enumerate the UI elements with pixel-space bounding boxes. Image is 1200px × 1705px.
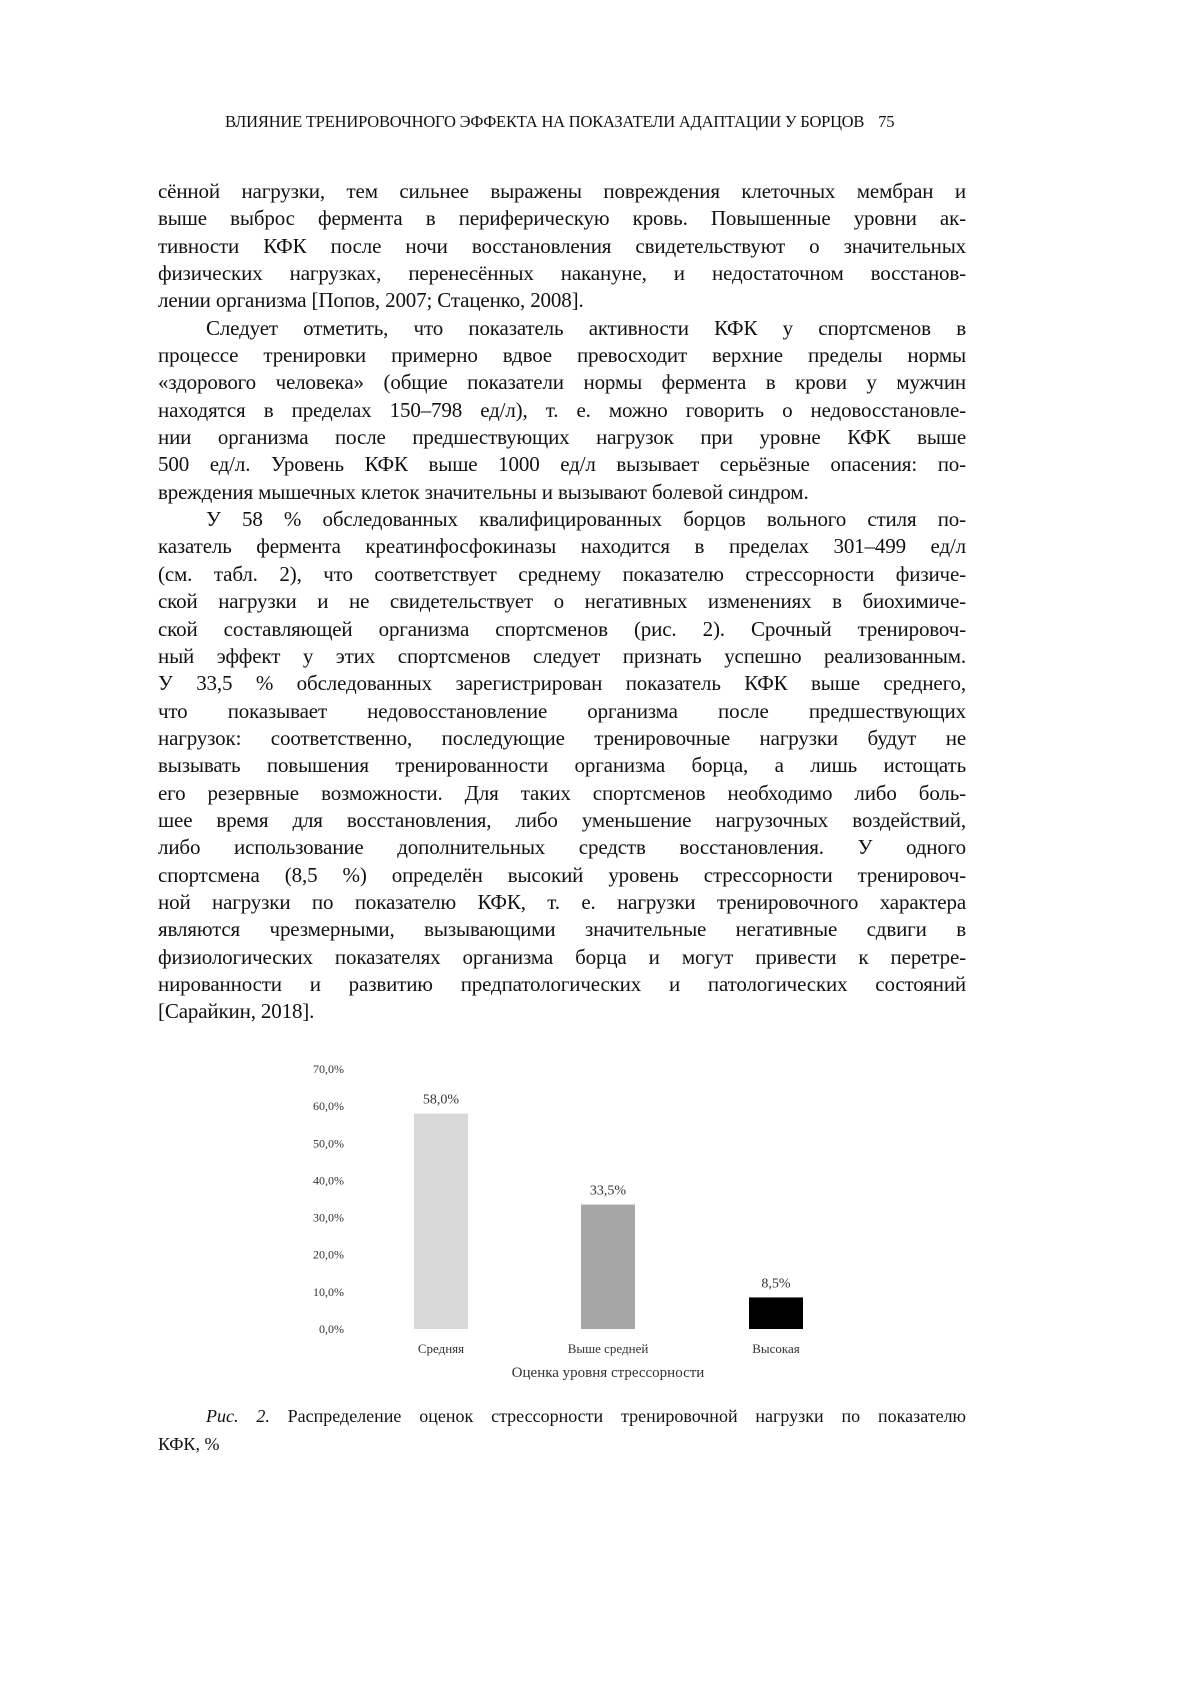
text-line: тивности КФК после ночи восстановления с… — [158, 233, 966, 260]
text-line: (см. табл. 2), что соответствует среднем… — [158, 561, 966, 588]
y-tick-label: 60,0% — [313, 1099, 344, 1113]
x-tick-label: Выше средней — [568, 1341, 649, 1356]
text-line: «здорового человека» (общие показатели н… — [158, 369, 966, 396]
text-line: выше выброс фермента в периферическую кр… — [158, 205, 966, 232]
y-tick-label: 40,0% — [313, 1173, 344, 1187]
y-tick-label: 50,0% — [313, 1136, 344, 1150]
caption-label: Рис. 2. — [206, 1406, 270, 1426]
body-text: сённой нагрузки, тем сильнее выражены по… — [158, 178, 966, 1026]
text-line: ной нагрузки по показателю КФК, т. е. на… — [158, 889, 966, 916]
text-line: лении организма [Попов, 2007; Стаценко, … — [158, 287, 966, 314]
figure-caption: Рис. 2. Распределение оценок стрессорнос… — [158, 1402, 966, 1458]
text-line: процессе тренировки примерно вдвое прево… — [158, 342, 966, 369]
running-title: ВЛИЯНИЕ ТРЕНИРОВОЧНОГО ЭФФЕКТА НА ПОКАЗА… — [225, 112, 864, 131]
text-line: нагрузок: соответственно, последующие тр… — [158, 725, 966, 752]
paragraph: сённой нагрузки, тем сильнее выражены по… — [158, 178, 966, 315]
data-label: 8,5% — [761, 1276, 791, 1291]
bar-chart: 0,0% 10,0% 20,0% 30,0% 40,0% 50,0% 60,0% 70,0% 5… — [290, 1055, 850, 1395]
text-line: нии организма после предшествующих нагру… — [158, 424, 966, 451]
data-label: 58,0% — [423, 1093, 460, 1108]
text-line: что показывает недовосстановление органи… — [158, 698, 966, 725]
bar-2 — [581, 1205, 635, 1329]
caption-text: Распределение оценок стрессорности трени… — [270, 1406, 966, 1426]
text-line: его резервные возможности. Для таких спо… — [158, 780, 966, 807]
paragraph: Следует отметить, что показатель активно… — [158, 315, 966, 506]
x-axis-title: Оценка уровня стрессорности — [512, 1365, 705, 1381]
text-line: сённой нагрузки, тем сильнее выражены по… — [158, 178, 966, 205]
text-line: физических нагрузках, перенесённых накан… — [158, 260, 966, 287]
y-tick-label: 10,0% — [313, 1285, 344, 1299]
caption-text-2: КФК, % — [158, 1434, 219, 1454]
text-line: 500 ед/л. Уровень КФК выше 1000 ед/л выз… — [158, 451, 966, 478]
text-line: вызывать повышения тренированности орган… — [158, 752, 966, 779]
data-label: 33,5% — [590, 1184, 627, 1199]
text-line: физиологических показателях организма бо… — [158, 944, 966, 971]
text-line: либо использование дополнительных средст… — [158, 834, 966, 861]
running-header: ВЛИЯНИЕ ТРЕНИРОВОЧНОГО ЭФФЕКТА НА ПОКАЗА… — [225, 112, 894, 132]
text-line: ный эффект у этих спортсменов следует пр… — [158, 643, 966, 670]
text-line: шее время для восстановления, либо умень… — [158, 807, 966, 834]
y-tick-label: 30,0% — [313, 1211, 344, 1225]
bar-3 — [749, 1297, 803, 1329]
paragraph: У 58 % обследованных квалифицированных б… — [158, 506, 966, 1026]
text-line: ской составляющей организма спортсменов … — [158, 616, 966, 643]
y-tick-label: 0,0% — [319, 1322, 344, 1336]
text-line: ской нагрузки и не свидетельствует о нег… — [158, 588, 966, 615]
bar-1 — [414, 1114, 468, 1329]
text-line: Следует отметить, что показатель активно… — [158, 315, 966, 342]
text-line: находятся в пределах 150–798 ед/л), т. е… — [158, 397, 966, 424]
y-tick-label: 70,0% — [313, 1062, 344, 1076]
text-line: казатель фермента креатинфосфокиназы нах… — [158, 533, 966, 560]
text-line: [Сарайкин, 2018]. — [158, 998, 966, 1025]
text-line: нированности и развитию предпатологическ… — [158, 971, 966, 998]
y-tick-label: 20,0% — [313, 1248, 344, 1262]
text-line: вреждения мышечных клеток значительны и … — [158, 479, 966, 506]
text-line: У 58 % обследованных квалифицированных б… — [158, 506, 966, 533]
x-tick-label: Высокая — [752, 1341, 800, 1356]
text-line: У 33,5 % обследованных зарегистрирован п… — [158, 670, 966, 697]
x-tick-label: Средняя — [418, 1341, 464, 1356]
text-line: являются чрезмерными, вызывающими значит… — [158, 916, 966, 943]
page-number: 75 — [878, 112, 894, 131]
text-line: спортсмена (8,5 %) определён высокий уро… — [158, 862, 966, 889]
